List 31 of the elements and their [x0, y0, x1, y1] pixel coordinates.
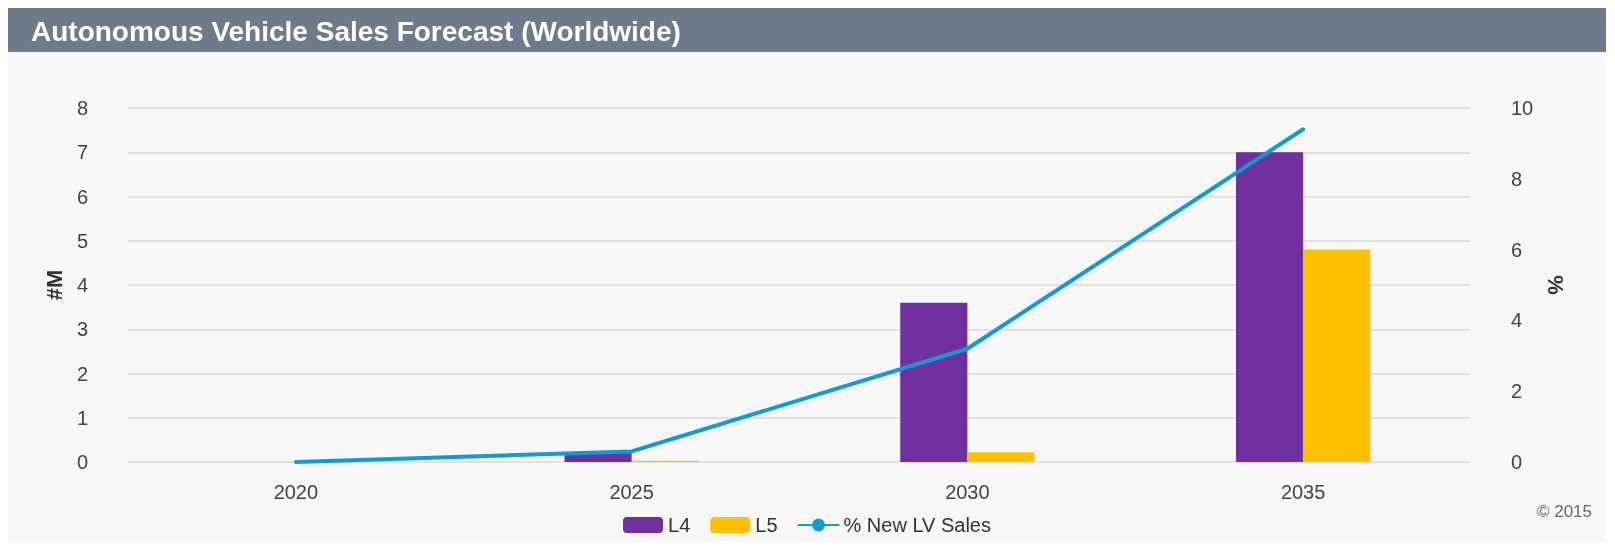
- y2-tick-label: 0: [1511, 451, 1523, 473]
- y-axis-title: #M: [42, 269, 68, 301]
- bar: [1303, 249, 1371, 462]
- legend-label: L4: [668, 514, 691, 536]
- bar: [1235, 152, 1304, 462]
- y2-tick-label: 2: [1511, 380, 1523, 403]
- y-tick-label: 6: [76, 185, 88, 208]
- y2-tick-label: 6: [1511, 238, 1523, 261]
- y-tick-label: 2: [76, 362, 88, 385]
- y2-tick-label: 10: [1511, 97, 1534, 119]
- y-tick-label: 3: [76, 318, 88, 341]
- legend-label: L5: [755, 514, 778, 536]
- y2-tick-label: 4: [1511, 309, 1523, 332]
- chart-title: Autonomous Vehicle Sales Forecast (Worldwide): [31, 15, 681, 47]
- x-tick-label: 2035: [1280, 481, 1326, 503]
- bar: [967, 452, 1035, 462]
- legend-label: % New LV Sales: [843, 514, 991, 536]
- bar: [900, 302, 968, 462]
- y-tick-label: 7: [76, 141, 88, 164]
- x-tick-label: 2025: [609, 481, 654, 503]
- line-series: [293, 127, 1306, 464]
- y-tick-label: 5: [76, 229, 88, 252]
- y-tick-label: 1: [76, 406, 88, 429]
- y-tick-label: 8: [76, 97, 88, 119]
- y2-axis-title: %: [1542, 275, 1568, 295]
- text: © 2015: [1536, 502, 1593, 521]
- y2-tick-label: 8: [1511, 167, 1523, 190]
- y-tick-label: 4: [76, 274, 88, 296]
- y-tick-label: 0: [76, 451, 88, 473]
- x-tick-label: 2030: [945, 481, 990, 503]
- x-tick-label: 2020: [273, 481, 319, 503]
